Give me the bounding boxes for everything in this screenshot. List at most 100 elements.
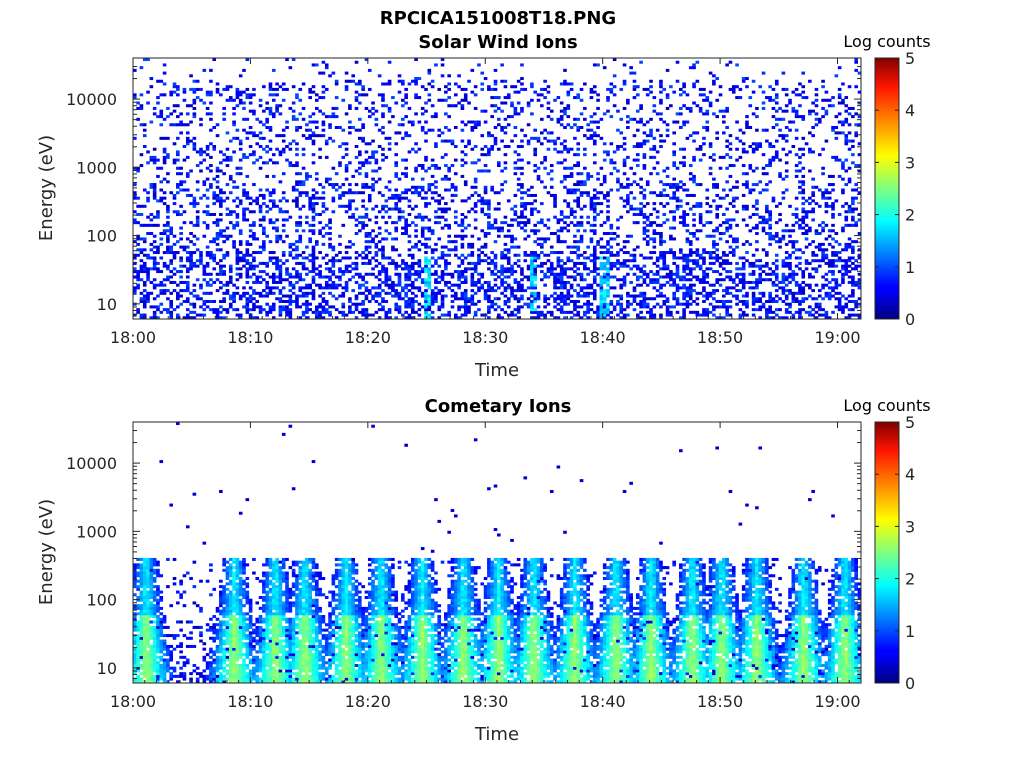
spectrogram-cell xyxy=(460,150,465,154)
spectrogram-cell xyxy=(569,87,574,91)
spectrogram-cell xyxy=(765,313,769,317)
spectrogram-cell xyxy=(549,193,554,197)
spectrogram-cell xyxy=(354,145,359,149)
spectrogram-cell xyxy=(351,79,356,83)
spectrogram-cell xyxy=(579,125,584,129)
spectrogram-cell xyxy=(202,270,207,274)
spectrogram-cell xyxy=(718,155,723,159)
spectrogram-cell xyxy=(255,202,260,206)
spectrogram-cell xyxy=(563,79,567,83)
spectrogram-cell xyxy=(722,267,726,271)
spectrogram-cell xyxy=(487,289,491,293)
spectrogram-cell xyxy=(364,234,369,238)
spectrogram-cell xyxy=(655,193,660,197)
spectrogram-cell xyxy=(318,264,322,268)
spectrogram-cell xyxy=(133,196,137,200)
spectrogram-cell xyxy=(735,297,739,301)
spectrogram-cell xyxy=(520,226,524,230)
spectrogram-cell xyxy=(295,93,299,97)
spectrogram-cell xyxy=(639,145,643,149)
spectrogram-cell xyxy=(404,196,408,200)
spectrogram-cell xyxy=(424,264,428,268)
spectrogram-cell xyxy=(397,291,402,295)
spectrogram-cell xyxy=(725,139,729,143)
spectrogram-cell xyxy=(321,286,326,290)
spectrogram-cell xyxy=(665,193,670,197)
spectrogram-cell xyxy=(526,101,531,105)
spectrogram-cell xyxy=(271,305,276,309)
spectrogram-cell xyxy=(348,106,352,110)
spectrogram-cell xyxy=(553,283,557,287)
spectrogram-cell xyxy=(506,251,511,255)
spectrogram-cell xyxy=(427,68,432,72)
spectrogram-cell xyxy=(576,248,581,252)
spectrogram-cell xyxy=(735,85,739,89)
spectrogram-cell xyxy=(410,123,415,127)
spectrogram-cell xyxy=(424,215,428,219)
spectrogram-cell xyxy=(642,270,647,274)
spectrogram-cell xyxy=(159,256,164,260)
spectrogram-cell xyxy=(480,207,485,211)
spectrogram-cell xyxy=(487,297,491,301)
spectrogram-cell xyxy=(731,164,736,168)
spectrogram-cell xyxy=(354,183,359,187)
spectrogram-cell xyxy=(202,291,207,295)
spectrogram-cell xyxy=(271,226,276,230)
spectrogram-cell xyxy=(626,291,630,295)
spectrogram-cell xyxy=(652,96,657,100)
spectrogram-cell xyxy=(172,123,177,127)
spectrogram-cell xyxy=(195,218,200,222)
spectrogram-cell xyxy=(351,310,356,314)
spectrogram-cell xyxy=(553,142,557,146)
spectrogram-cell xyxy=(308,196,312,200)
spectrogram-cell xyxy=(258,145,263,149)
spectrogram-cell xyxy=(434,63,438,67)
spectrogram-cell xyxy=(225,289,230,293)
spectrogram-cell xyxy=(344,177,349,181)
spectrogram-cell xyxy=(192,87,197,91)
spectrogram-cell xyxy=(503,221,508,225)
spectrogram-cell xyxy=(344,164,349,168)
spectrogram-cell xyxy=(414,299,418,303)
spectrogram-cell xyxy=(166,248,170,252)
spectrogram-cell xyxy=(354,223,359,227)
spectrogram-cell xyxy=(384,280,389,284)
spectrogram-cell xyxy=(315,256,319,260)
spectrogram-cell xyxy=(592,297,597,301)
spectrogram-cell xyxy=(563,286,567,290)
spectrogram-cell xyxy=(311,275,316,279)
spectrogram-cell xyxy=(437,237,442,241)
spectrogram-cell xyxy=(410,256,415,260)
spectrogram-cell xyxy=(563,270,567,274)
spectrogram-cell xyxy=(364,93,369,97)
spectrogram-cell xyxy=(463,305,468,309)
spectrogram-cell xyxy=(348,125,352,129)
spectrogram-cell xyxy=(781,229,786,233)
spectrogram-cell xyxy=(463,226,468,230)
spectrogram-cell xyxy=(238,142,243,146)
spectrogram-cell xyxy=(463,267,468,271)
spectrogram-cell xyxy=(768,142,772,146)
spectrogram-cell xyxy=(404,316,408,320)
spectrogram-cell xyxy=(576,240,581,244)
spectrogram-cell xyxy=(566,291,571,295)
spectrogram-cell xyxy=(513,161,518,165)
spectrogram-cell xyxy=(212,145,217,149)
spectrogram-cell xyxy=(417,248,422,252)
spectrogram-cell xyxy=(622,161,627,165)
spectrogram-cell xyxy=(549,251,554,255)
spectrogram-cell xyxy=(427,128,432,132)
spectrogram-cell xyxy=(268,259,273,263)
spectrogram-cell xyxy=(649,212,653,216)
spectrogram-cell xyxy=(275,261,279,265)
spectrogram-cell xyxy=(268,147,273,151)
spectrogram-cell xyxy=(377,177,382,181)
spectrogram-cell xyxy=(268,93,273,97)
spectrogram-cell xyxy=(169,229,174,233)
spectrogram-cell xyxy=(589,174,594,178)
spectrogram-cell xyxy=(205,112,210,116)
spectrogram-cell xyxy=(533,275,538,279)
spectrogram-cell xyxy=(619,261,624,265)
spectrogram-cell xyxy=(751,264,756,268)
spectrogram-cell xyxy=(649,237,653,241)
